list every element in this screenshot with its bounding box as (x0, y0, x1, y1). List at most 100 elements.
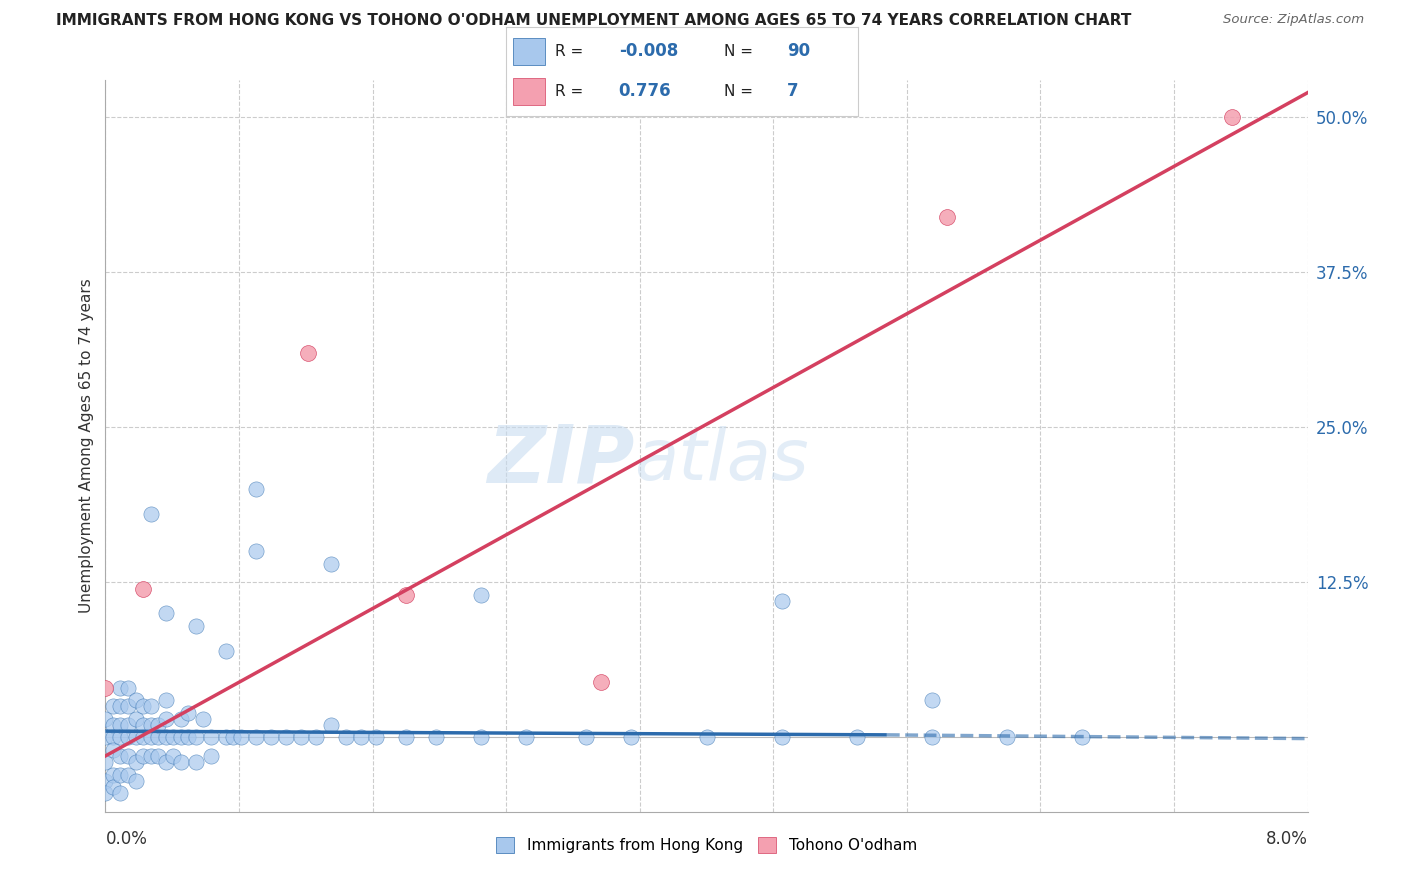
Text: 0.776: 0.776 (619, 82, 671, 101)
Point (1222, 111, 1244, 125)
Point (132, 748, 155, 763)
Point (184, 731, 207, 745)
Point (110, 699, 132, 714)
Text: R =: R = (555, 84, 583, 99)
Point (101, 731, 124, 745)
Point (139, 507, 162, 521)
Point (139, 699, 162, 714)
Point (110, 786, 132, 800)
Text: ZIP: ZIP (486, 422, 634, 500)
Point (94, 773, 117, 788)
Point (169, 731, 191, 745)
Point (132, 718, 155, 732)
Point (132, 582, 155, 596)
Point (110, 681, 132, 695)
Point (101, 699, 124, 714)
Point (162, 731, 184, 745)
Point (117, 767, 139, 781)
Text: -0.008: -0.008 (619, 42, 678, 61)
Point (921, 731, 943, 745)
Point (169, 755, 191, 769)
Point (117, 748, 139, 763)
Point (139, 731, 162, 745)
Text: 90: 90 (787, 42, 810, 61)
Point (117, 681, 139, 695)
Point (425, 731, 447, 745)
Point (470, 731, 492, 745)
Text: 7: 7 (787, 82, 799, 101)
Point (146, 731, 169, 745)
Text: atlas: atlas (634, 426, 808, 495)
Point (117, 718, 139, 732)
Point (222, 731, 245, 745)
Text: 0.0%: 0.0% (105, 830, 148, 848)
Point (191, 712, 214, 726)
Point (335, 731, 357, 745)
Point (110, 748, 132, 763)
Point (101, 780, 124, 794)
Point (124, 693, 146, 707)
Point (162, 748, 184, 763)
Point (155, 755, 177, 769)
Point (124, 755, 146, 769)
Point (155, 712, 177, 726)
Point (229, 731, 252, 745)
Text: 8.0%: 8.0% (1265, 830, 1308, 848)
Point (101, 718, 124, 732)
Point (245, 731, 267, 745)
Point (117, 699, 139, 714)
Point (177, 731, 200, 745)
Text: Source: ZipAtlas.com: Source: ZipAtlas.com (1223, 13, 1364, 27)
Point (94, 786, 117, 800)
Point (200, 731, 222, 745)
Point (146, 718, 169, 732)
Legend: Immigrants from Hong Kong, Tohono O'odham: Immigrants from Hong Kong, Tohono O'odha… (491, 830, 922, 859)
Text: N =: N = (724, 84, 754, 99)
Point (101, 767, 124, 781)
Point (260, 731, 283, 745)
Point (110, 731, 132, 745)
Text: IMMIGRANTS FROM HONG KONG VS TOHONO O'ODHAM UNEMPLOYMENT AMONG AGES 65 TO 74 YEA: IMMIGRANTS FROM HONG KONG VS TOHONO O'OD… (56, 13, 1132, 29)
Y-axis label: Unemployment Among Ages 65 to 74 years: Unemployment Among Ages 65 to 74 years (79, 278, 94, 614)
Point (139, 748, 162, 763)
Point (245, 483, 267, 497)
Point (139, 718, 162, 732)
Point (94, 731, 117, 745)
Point (995, 731, 1018, 745)
Point (770, 594, 793, 608)
Point (305, 731, 328, 745)
Point (101, 743, 124, 757)
Point (132, 699, 155, 714)
Point (184, 619, 207, 633)
Point (110, 718, 132, 732)
Text: R =: R = (555, 44, 583, 59)
Point (146, 748, 169, 763)
Point (155, 731, 177, 745)
Point (117, 731, 139, 745)
Point (470, 588, 492, 602)
Point (319, 718, 342, 732)
Point (936, 210, 959, 224)
Point (515, 731, 537, 745)
Point (124, 773, 146, 788)
Point (395, 731, 418, 745)
Point (1071, 731, 1094, 745)
Point (94, 712, 117, 726)
Point (214, 731, 236, 745)
Point (124, 731, 146, 745)
Point (124, 712, 146, 726)
Point (169, 712, 191, 726)
Point (845, 731, 868, 745)
Point (319, 557, 342, 571)
Point (110, 767, 132, 781)
Point (94, 681, 117, 695)
Point (214, 643, 236, 657)
Point (155, 693, 177, 707)
Point (696, 731, 718, 745)
Point (350, 731, 373, 745)
Point (132, 731, 155, 745)
Text: N =: N = (724, 44, 754, 59)
Point (94, 755, 117, 769)
Point (364, 731, 387, 745)
Point (184, 755, 207, 769)
